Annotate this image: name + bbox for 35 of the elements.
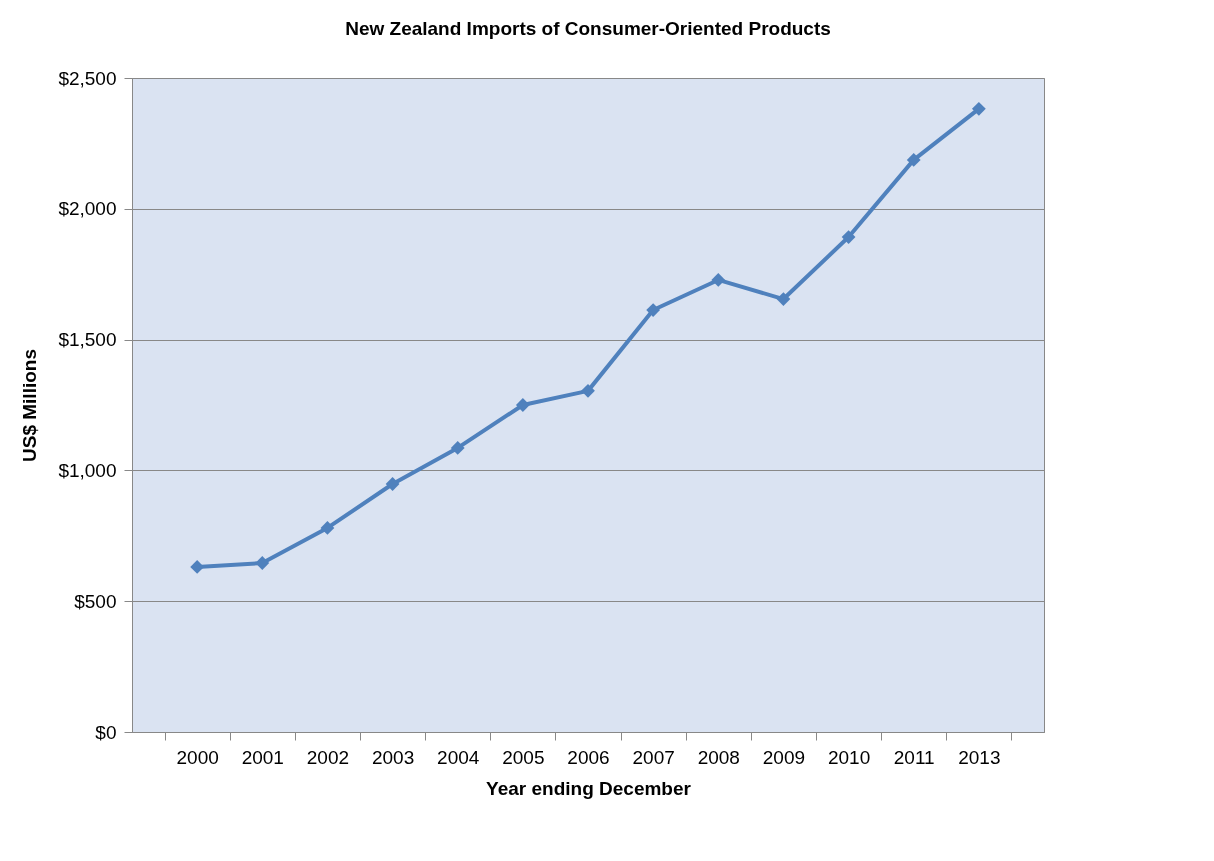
y-tick-label: $2,500	[58, 67, 117, 89]
point	[515, 398, 530, 412]
y-tick-label: $2,000	[58, 198, 117, 220]
y-tick-label: $0	[95, 721, 117, 743]
point	[841, 230, 856, 244]
chart-title: New Zealand Imports of Consumer-Oriented Products	[345, 18, 831, 39]
y-axis-title: US$ Millions	[19, 349, 41, 462]
x-axis-title: Year ending December	[486, 777, 692, 799]
x-tick-label: 2011	[893, 746, 935, 768]
x-tick-label: 2009	[762, 746, 806, 768]
x-tick-label: 2013	[958, 746, 1001, 768]
point	[190, 560, 205, 574]
y-tick-label: $500	[74, 590, 117, 612]
point	[581, 383, 595, 398]
point	[776, 292, 791, 306]
x-tick-label: 2006	[567, 746, 610, 768]
point	[971, 101, 986, 116]
x-tick-label: 2003	[371, 746, 415, 768]
y-tick-label: $1,000	[58, 459, 117, 481]
point	[255, 556, 270, 570]
x-tick-label: 2002	[306, 746, 350, 768]
x-tick-label: 2007	[632, 746, 675, 768]
x-tick-label: 2004	[437, 746, 480, 768]
x-tick-label: 2001	[241, 746, 284, 768]
x-tick-label: 2008	[697, 746, 740, 768]
x-tick-label: 2000	[176, 746, 219, 768]
point	[646, 303, 661, 317]
point	[906, 152, 921, 167]
point	[385, 477, 400, 491]
x-tick-label: 2010	[827, 746, 871, 768]
point	[711, 273, 726, 287]
y-tick-label: $1,500	[58, 329, 117, 351]
x-tick-label: 2005	[502, 746, 545, 768]
point	[320, 521, 335, 535]
point	[450, 441, 465, 455]
